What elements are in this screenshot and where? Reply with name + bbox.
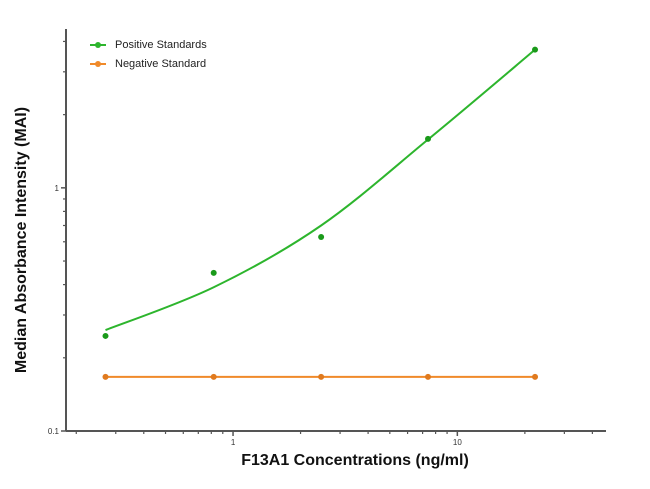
legend-item-negative: Negative Standard <box>90 54 207 73</box>
data-point <box>102 373 109 380</box>
legend-dot <box>95 41 101 48</box>
legend-marker-icon <box>90 40 106 50</box>
series-negative-standard <box>102 373 539 380</box>
axes: 1 10 0.1 1 <box>48 29 606 447</box>
fit-curve <box>105 48 536 332</box>
x-axis-label: F13A1 Concentrations (ng/ml) <box>241 452 469 469</box>
legend: Positive Standards Negative Standard <box>90 35 207 73</box>
data-series <box>102 46 539 380</box>
data-point <box>318 233 325 240</box>
series-positive-standards <box>102 46 539 339</box>
x-tick-label: 1 <box>231 438 236 447</box>
data-point <box>425 373 432 380</box>
data-point <box>102 332 109 339</box>
legend-dot <box>95 60 101 67</box>
legend-item-positive: Positive Standards <box>90 35 207 54</box>
data-point <box>425 135 432 142</box>
x-tick-label: 10 <box>453 438 462 447</box>
data-point <box>210 373 217 380</box>
legend-label: Positive Standards <box>115 38 207 51</box>
data-point <box>532 46 539 53</box>
data-point <box>210 269 217 276</box>
data-point <box>318 373 325 380</box>
y-axis-label: Median Absorbance Intensity (MAI) <box>13 106 30 374</box>
y-tick-label: 0.1 <box>48 427 60 436</box>
y-tick-label: 1 <box>55 184 60 193</box>
data-point <box>532 373 539 380</box>
legend-label: Negative Standard <box>115 57 207 70</box>
legend-marker-icon <box>90 59 106 69</box>
